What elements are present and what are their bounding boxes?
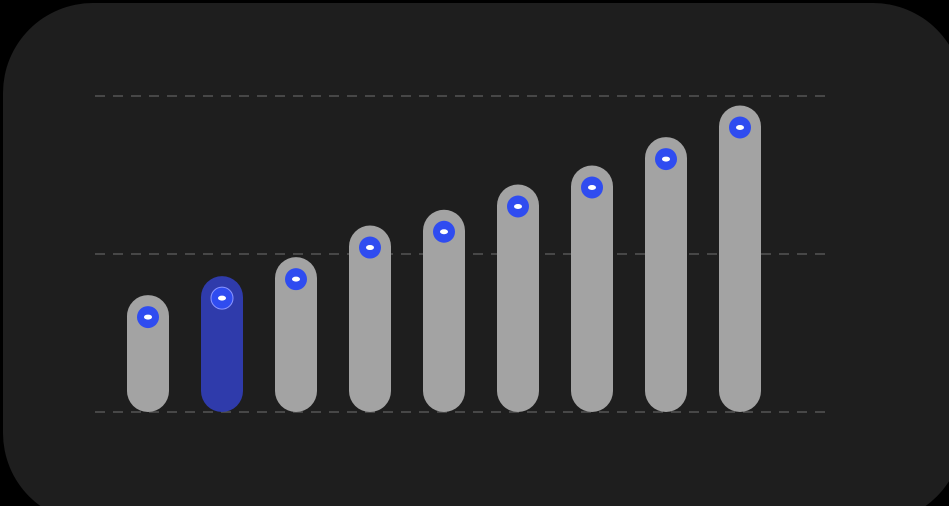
bar-handle-dot — [218, 295, 226, 301]
bar — [349, 225, 391, 412]
bar-handle-dot — [292, 276, 300, 282]
bar-handle-dot — [144, 314, 152, 320]
bar — [201, 276, 243, 412]
bar — [423, 209, 465, 412]
bar — [127, 295, 169, 412]
bar-handle-dot — [736, 124, 744, 130]
bar — [645, 137, 687, 412]
bar-handle-dot — [440, 229, 448, 235]
bar — [719, 105, 761, 412]
bar — [571, 165, 613, 412]
bar-handle-dot — [514, 203, 522, 209]
bar-handle-dot — [366, 245, 374, 251]
bar-handle-dot — [662, 156, 670, 162]
bar — [497, 184, 539, 412]
bar — [275, 257, 317, 412]
bar-handle-dot — [588, 185, 596, 191]
